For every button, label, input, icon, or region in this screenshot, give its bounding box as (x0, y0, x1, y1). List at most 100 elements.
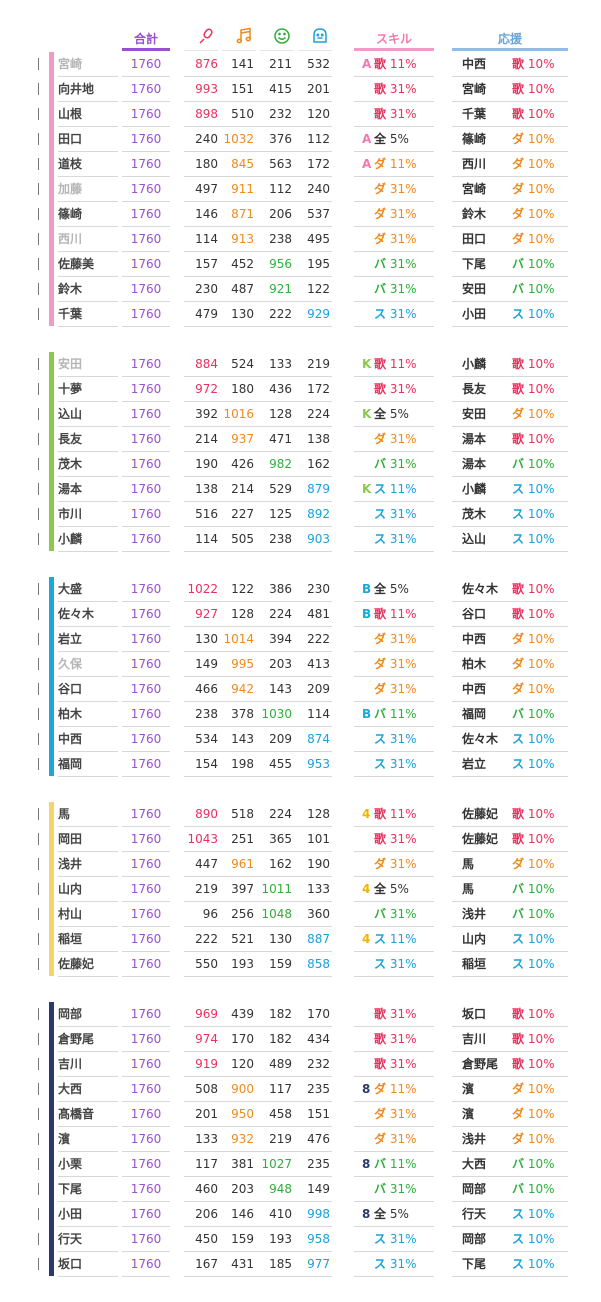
support-member: 馬 (462, 882, 475, 896)
row-underline (354, 676, 434, 677)
row-underline (452, 251, 568, 252)
row-underline (184, 526, 332, 527)
skill-cell: ス 31% (362, 752, 432, 776)
row-underline (354, 1076, 434, 1077)
skill-cell: 歌 31% (362, 77, 432, 101)
member-name: 下尾 (58, 1182, 83, 1196)
skill-cell: ダ 31% (362, 427, 432, 451)
support-value: 10% (527, 157, 555, 171)
member-name: 小麟 (58, 532, 83, 546)
row-underline (122, 176, 170, 177)
support-type: ス (512, 482, 525, 496)
skill-type: ス (374, 507, 387, 521)
row-underline (122, 1101, 170, 1102)
support-member: 谷口 (462, 607, 487, 621)
row-underline (122, 476, 170, 477)
total-value: 1760 (130, 682, 162, 696)
support-cell: 行天 ス 10% (462, 1202, 572, 1226)
row-underline (452, 501, 568, 502)
row-underline (354, 151, 434, 152)
vocal-value: 516 (195, 507, 218, 521)
support-value: 10% (527, 482, 555, 496)
row-underline (354, 176, 434, 177)
row-tick-mark (38, 1133, 39, 1145)
row-underline (58, 901, 118, 902)
visual-value: 1011 (261, 882, 292, 896)
row-underline (354, 1276, 434, 1277)
stamina-value: 219 (307, 357, 330, 371)
support-type: ス (512, 1232, 525, 1246)
row-underline (354, 201, 434, 202)
row-underline (184, 1251, 332, 1252)
skill-value: 31% (389, 632, 417, 646)
skill-type: 歌 (374, 82, 387, 96)
dance-value: 524 (231, 357, 254, 371)
support-type: 歌 (512, 107, 525, 121)
skill-type: バ (374, 257, 387, 271)
row-underline (122, 126, 170, 127)
skill-value: 31% (389, 832, 417, 846)
row-underline (122, 1051, 170, 1052)
dance-value: 995 (231, 657, 254, 671)
skill-cell: ス 31% (362, 502, 432, 526)
support-type: 歌 (512, 607, 525, 621)
row-underline (58, 101, 118, 102)
vocal-value: 117 (195, 1157, 218, 1171)
header-skill-underline (354, 48, 434, 51)
stamina-value: 149 (307, 1182, 330, 1196)
member-name: 小栗 (58, 1157, 83, 1171)
support-value: 10% (527, 57, 555, 71)
support-member: 倉野尾 (462, 1057, 499, 1071)
dance-value: 146 (231, 1207, 254, 1221)
stamina-value: 133 (307, 882, 330, 896)
row-underline (122, 1251, 170, 1252)
row-underline (184, 926, 332, 927)
skill-type: ス (374, 482, 387, 496)
support-cell: 岡部 ス 10% (462, 1227, 572, 1251)
vocal-value: 450 (195, 1232, 218, 1246)
row-underline (184, 951, 332, 952)
dance-value: 518 (231, 807, 254, 821)
skill-cell: ス 31% (362, 1227, 432, 1251)
support-value: 10% (527, 657, 555, 671)
row-tick-mark (38, 683, 39, 695)
table-row: 小田 1760 206 146 410 998 8 全 5% 行天 ス 10% (0, 1202, 601, 1227)
row-underline (184, 676, 332, 677)
support-type: ダ (512, 182, 525, 196)
skill-type: ダ (374, 657, 387, 671)
row-underline (452, 1201, 568, 1202)
skill-cell: ダ 31% (362, 627, 432, 651)
row-underline (452, 901, 568, 902)
vocal-value: 1022 (187, 582, 218, 596)
row-underline (184, 101, 332, 102)
row-underline (452, 1051, 568, 1052)
total-value: 1760 (130, 1182, 162, 1196)
skill-value: 31% (389, 107, 417, 121)
dance-value: 143 (231, 732, 254, 746)
skill-cell: ダ 31% (362, 1127, 432, 1151)
skill-value: 31% (389, 1232, 417, 1246)
support-value: 10% (527, 757, 555, 771)
row-tick-mark (38, 233, 39, 245)
support-type: ス (512, 932, 525, 946)
skill-type: ダ (374, 1132, 387, 1146)
skill-value: 31% (389, 1007, 417, 1021)
table-row: 山内 1760 219 397 1011 133 4 全 5% 馬 バ 10% (0, 877, 601, 902)
row-underline (58, 926, 118, 927)
support-member: 浅井 (462, 1132, 487, 1146)
row-underline (184, 76, 332, 77)
stamina-value: 413 (307, 657, 330, 671)
row-underline (354, 126, 434, 127)
row-underline (122, 151, 170, 152)
vocal-value: 219 (195, 882, 218, 896)
skill-value: 31% (389, 1132, 417, 1146)
member-name: 佐藤美 (58, 257, 95, 271)
support-value: 10% (527, 357, 555, 371)
member-name: 行天 (58, 1232, 83, 1246)
skill-prefix: A (362, 57, 372, 71)
row-tick-mark (38, 1183, 39, 1195)
row-underline (122, 1226, 170, 1227)
support-value: 10% (527, 1082, 555, 1096)
